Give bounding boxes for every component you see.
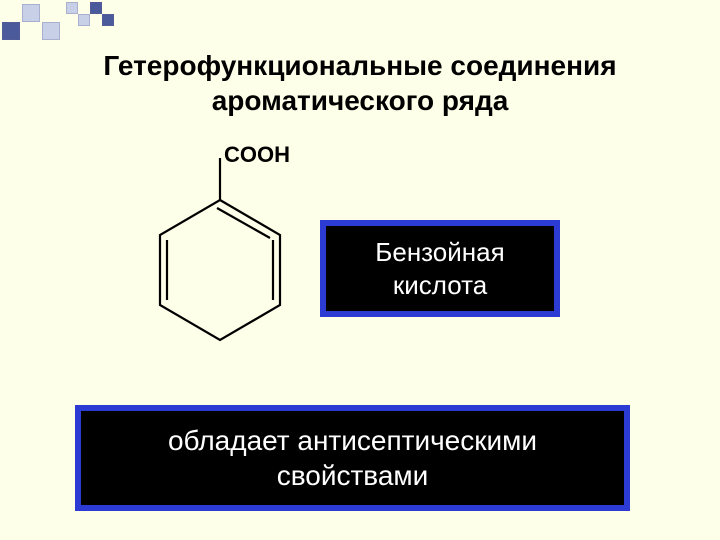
- property-line1: обладает антисептическими: [168, 425, 537, 456]
- corner-decoration: [2, 2, 142, 44]
- compound-name-line1: Бензойная: [375, 237, 504, 267]
- benzoic-acid-svg: COOH: [130, 140, 310, 350]
- compound-name-box: Бензойная кислота: [320, 220, 560, 317]
- property-box: обладает антисептическими свойствами: [75, 405, 630, 511]
- title-line1: Гетерофункциональные соединения: [103, 50, 616, 81]
- chemical-structure: COOH: [130, 140, 310, 350]
- title-line2: ароматического ряда: [212, 85, 509, 116]
- compound-name-line2: кислота: [393, 270, 487, 300]
- svg-text:COOH: COOH: [224, 142, 290, 167]
- property-line2: свойствами: [277, 460, 429, 491]
